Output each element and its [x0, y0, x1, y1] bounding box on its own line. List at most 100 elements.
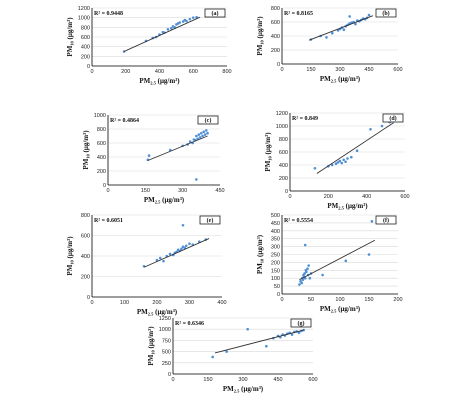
chart-panel-b: 0 200 400 600 800 0 150 300 450 600 R² = 0.8165 (b)…: [256, 6, 403, 84]
y-tick-label: 1000: [78, 16, 90, 22]
x-tick-label: 400: [362, 194, 371, 200]
panel-letter-box: [290, 318, 312, 328]
y-tick-label: 0: [277, 62, 280, 68]
x-tick-label: 400: [155, 69, 164, 75]
y-tick-label: 400: [81, 254, 90, 260]
data-point: [200, 131, 203, 135]
y-tick-label: 500: [271, 213, 280, 219]
y-tick-label: 400: [279, 163, 288, 169]
x-tick-label: 0: [106, 188, 109, 194]
y-tick-label: 0: [285, 189, 288, 195]
y-tick-label: 800: [97, 127, 106, 133]
panel-letter: (c): [205, 117, 212, 124]
data-point: [348, 15, 351, 18]
data-point: [188, 242, 191, 245]
y-tick-label: 800: [271, 6, 280, 12]
data-point: [170, 27, 173, 30]
data-point: [336, 161, 340, 164]
x-tick-label: 150: [141, 188, 150, 194]
x-axis-title: PM2.5 (μg/m³): [327, 202, 368, 211]
x-tick-label: 0: [280, 67, 283, 73]
x-tick-label: 150: [306, 67, 315, 73]
y-tick-label: 0: [277, 292, 280, 298]
data-point: [313, 166, 317, 170]
x-tick-label: 450: [273, 377, 282, 383]
x-tick-label: 0: [90, 300, 93, 306]
data-point: [300, 281, 304, 285]
y-tick-label: 150: [271, 268, 280, 274]
trend-line: [316, 122, 394, 174]
panel-letter-box: [382, 113, 404, 123]
data-point: [158, 256, 162, 260]
y-tick-label: 200: [97, 169, 106, 175]
trend-line: [214, 329, 304, 354]
x-tick-label: 0: [280, 297, 283, 303]
data-point: [205, 129, 208, 132]
x-axis-title: PM2.5 (μg/m³): [223, 385, 264, 394]
y-tick-label: 200: [279, 176, 288, 182]
x-tick-label: 600: [400, 194, 409, 200]
y-tick-label: 0: [87, 295, 90, 301]
y-tick-label: 100: [271, 276, 280, 282]
data-point: [305, 270, 308, 274]
data-point: [206, 131, 209, 135]
r-squared-label: R² = 0.8165: [284, 11, 313, 17]
y-tick-label: 0: [87, 64, 90, 70]
data-point: [183, 246, 186, 250]
x-axis-title: PM2.5 (μg/m³): [139, 77, 180, 86]
y-tick-label: 50: [274, 284, 280, 290]
x-tick-label: 200: [152, 300, 161, 306]
data-point: [185, 19, 188, 23]
data-point: [181, 20, 185, 23]
data-point: [297, 331, 301, 335]
x-tick-label: 450: [215, 188, 224, 194]
y-tick-label: 600: [279, 150, 288, 156]
data-point: [370, 220, 374, 223]
chart-panel-e: 0 200 400 600 800 0 100 200 300 400 R² = 0.6051 (e)…: [66, 213, 227, 317]
panel-letter: (a): [212, 10, 219, 17]
data-point: [344, 259, 348, 263]
data-point: [330, 31, 334, 35]
chart-panel-d: 0 200 400 600 800 1000 1200 0 200 400 600 R² = 0.84…: [264, 111, 410, 211]
y-tick-label: 1200: [276, 111, 288, 117]
data-point: [191, 16, 195, 19]
data-point: [303, 243, 307, 247]
r-squared-label: R² = 0.849: [292, 116, 318, 122]
x-tick-label: 0: [288, 194, 291, 200]
y-tick-label: 600: [81, 35, 90, 41]
x-tick-label: 150: [203, 377, 212, 383]
data-point: [346, 157, 349, 160]
y-tick-label: 400: [97, 155, 106, 161]
panel-letter-box: [199, 215, 221, 225]
data-point: [338, 159, 342, 163]
x-tick-label: 0: [171, 377, 174, 383]
y-tick-label: 1000: [159, 327, 171, 333]
y-axis-title: PM10 (μg/m³): [66, 236, 75, 276]
data-point: [178, 21, 182, 24]
panel-letter-box: [375, 8, 397, 18]
trend-line: [123, 16, 201, 52]
data-point: [307, 264, 310, 267]
y-tick-label: 300: [271, 245, 280, 251]
y-tick-label: 200: [81, 275, 90, 281]
y-tick-label: 200: [271, 260, 280, 266]
x-tick-label: 300: [185, 300, 194, 306]
data-point: [195, 15, 198, 19]
x-tick-label: 600: [189, 69, 198, 75]
x-tick-label: 600: [393, 67, 402, 73]
data-point: [180, 247, 183, 251]
panel-letter: (b): [382, 10, 389, 17]
data-point: [181, 223, 185, 227]
chart-panel-a: 0 200 400 600 800 1000 1200 0 200 400 600 800 R² = 0…: [66, 6, 232, 86]
data-point: [162, 259, 165, 263]
panel-letter-box: [204, 8, 226, 18]
x-axis-title: PM2.5 (μg/m³): [320, 75, 361, 84]
y-tick-label: 200: [271, 48, 280, 54]
panel-letter: (g): [298, 320, 305, 327]
y-axis-title: PM10 (μg/m³): [256, 234, 265, 274]
y-tick-label: 350: [271, 237, 280, 243]
chart-panel-c: 0 200 400 600 800 1000 0 150 300 450 R² = 0.4864 (c…: [82, 113, 225, 205]
x-axis-title: PM2.5 (μg/m³): [144, 196, 185, 205]
y-tick-label: 800: [279, 137, 288, 143]
